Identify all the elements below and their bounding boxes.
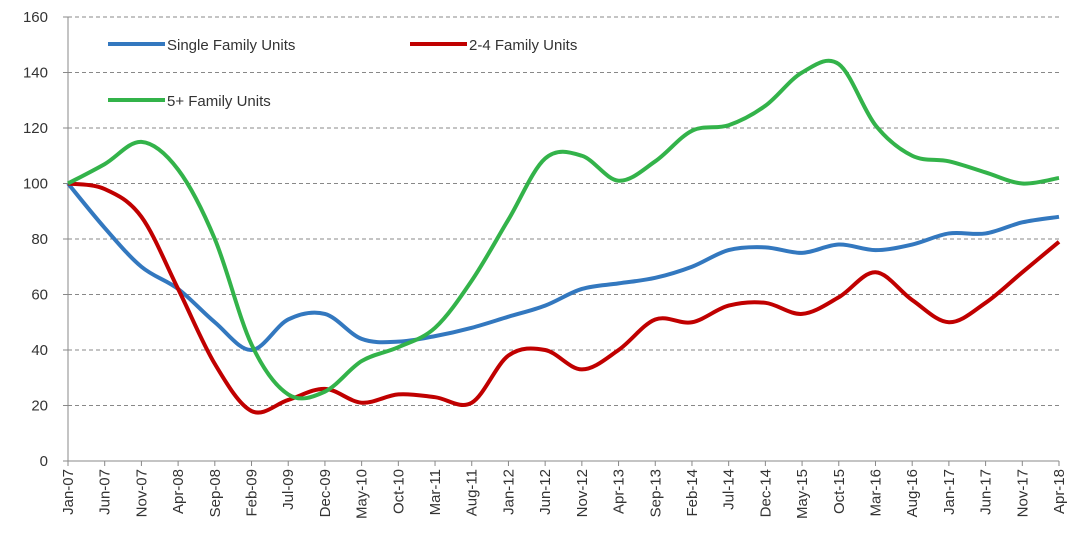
x-tick-label: Sep-13	[647, 469, 664, 517]
x-tick-label: Jul-14	[721, 469, 738, 510]
x-tick-label: Aug-16	[904, 469, 921, 517]
legend-label: 2-4 Family Units	[469, 37, 577, 54]
x-tick-label: Aug-11	[464, 469, 481, 516]
x-tick-label: Feb-14	[684, 469, 701, 517]
x-tick-label: Mar-16	[867, 469, 884, 517]
x-tick-label: Dec-14	[757, 469, 774, 517]
x-tick-label: Nov-12	[574, 469, 591, 517]
x-tick-label: Oct-15	[831, 469, 848, 514]
x-tick-label: Nov-17	[1014, 469, 1031, 517]
x-tick-label: May-10	[354, 469, 371, 519]
legend-label: Single Family Units	[167, 37, 295, 54]
y-tick-label: 0	[40, 453, 48, 470]
y-tick-label: 160	[23, 9, 48, 26]
y-tick-label: 100	[23, 176, 48, 193]
y-tick-label: 140	[23, 65, 48, 82]
x-tick-label: Feb-09	[244, 469, 261, 517]
line	[67, 58, 1060, 401]
x-tick-label: Nov-07	[133, 469, 150, 517]
x-tick-label: Jun-17	[978, 469, 995, 515]
x-tick-label: Apr-08	[170, 469, 187, 514]
y-tick-label: 20	[31, 398, 48, 415]
x-tick-label: Mar-11	[427, 469, 444, 515]
x-tick-label: May-15	[794, 469, 811, 519]
line	[66, 182, 1060, 353]
x-tick-label: Apr-13	[611, 469, 628, 514]
line	[67, 181, 1061, 415]
x-tick-label: Jan-07	[60, 469, 77, 515]
y-tick-label: 40	[31, 342, 48, 359]
y-tick-label: 80	[31, 231, 48, 248]
x-tick-label: Jan-12	[500, 469, 517, 515]
y-tick-label: 120	[23, 120, 48, 137]
x-tick-label: Jan-17	[941, 469, 958, 515]
x-tick-label: Sep-08	[207, 469, 224, 517]
x-tick-label: Apr-18	[1051, 469, 1068, 514]
legend-label: 5+ Family Units	[167, 93, 271, 110]
y-tick-label: 60	[31, 287, 48, 304]
x-tick-label: Dec-09	[317, 469, 334, 517]
x-tick-label: Jun-12	[537, 469, 554, 515]
x-tick-label: Jul-09	[280, 469, 297, 510]
x-tick-label: Oct-10	[390, 469, 407, 514]
x-tick-label: Jun-07	[97, 469, 114, 515]
